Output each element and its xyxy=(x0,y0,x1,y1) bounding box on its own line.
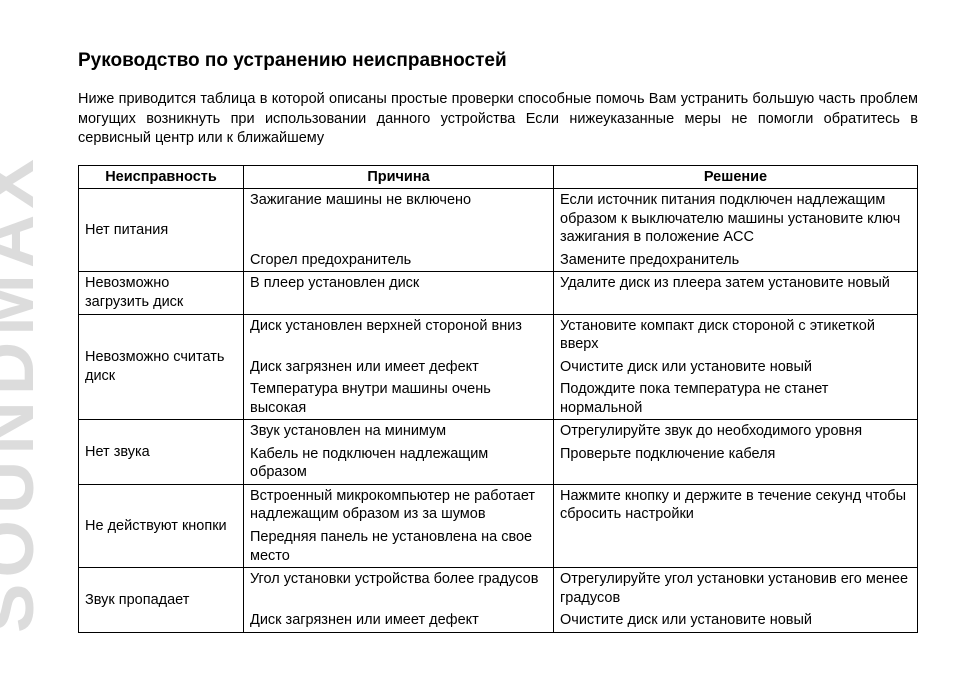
brand-watermark: SOUNDMAX xyxy=(0,0,70,673)
brand-watermark-text: SOUNDMAX xyxy=(0,153,50,633)
intro-paragraph: Ниже приводится таблица в которой описан… xyxy=(78,90,918,149)
cell-cause: Кабель не подключен надлежащим образом xyxy=(244,443,554,485)
cell-solution: Установите компакт диск стороной с этике… xyxy=(554,314,918,356)
cell-solution: Очистите диск или установите новый xyxy=(554,356,918,379)
cell-cause: Температура внутри машины очень высокая xyxy=(244,378,554,420)
cell-cause: Диск загрязнен или имеет дефект xyxy=(244,609,554,632)
table-row: Нет звукаЗвук установлен на минимумОтрег… xyxy=(79,420,918,443)
cell-solution: Нажмите кнопку и держите в течение секун… xyxy=(554,484,918,526)
cell-problem: Нет питания xyxy=(79,189,244,272)
table-row: Невозможно считать дискДиск установлен в… xyxy=(79,314,918,356)
cell-problem: Невозможно считать диск xyxy=(79,314,244,420)
table-header-row: Неисправность Причина Решение xyxy=(79,165,918,189)
cell-solution: Подождите пока температура не станет нор… xyxy=(554,378,918,420)
cell-solution: Удалите диск из плеера затем установите … xyxy=(554,272,918,314)
cell-cause: Звук установлен на минимум xyxy=(244,420,554,443)
cell-solution: Очистите диск или установите новый xyxy=(554,609,918,632)
page-content: Руководство по устранению неисправностей… xyxy=(78,50,918,633)
cell-solution: Замените предохранитель xyxy=(554,249,918,272)
cell-cause: В плеер установлен диск xyxy=(244,272,554,314)
cell-solution: Проверьте подключение кабеля xyxy=(554,443,918,485)
cell-cause: Встроенный микрокомпьютер не работает на… xyxy=(244,484,554,526)
cell-solution: Отрегулируйте угол установки установив е… xyxy=(554,568,918,610)
cell-problem: Нет звука xyxy=(79,420,244,485)
cell-cause: Диск установлен верхней стороной вниз xyxy=(244,314,554,356)
cell-cause: Передняя панель не установлена на свое м… xyxy=(244,526,554,568)
table-row: Звук пропадаетУгол установки устройства … xyxy=(79,568,918,610)
page-title: Руководство по устранению неисправностей xyxy=(78,50,918,72)
table-body: Нет питанияЗажигание машины не включеноЕ… xyxy=(79,189,918,632)
troubleshooting-table: Неисправность Причина Решение Нет питани… xyxy=(78,165,918,633)
cell-problem: Не действуют кнопки xyxy=(79,484,244,567)
cell-cause: Диск загрязнен или имеет дефект xyxy=(244,356,554,379)
header-cause: Причина xyxy=(244,165,554,189)
table-row: Нет питанияЗажигание машины не включеноЕ… xyxy=(79,189,918,249)
cell-problem: Звук пропадает xyxy=(79,568,244,633)
cell-solution xyxy=(554,526,918,568)
header-problem: Неисправность xyxy=(79,165,244,189)
table-row: Невозможно загрузить дискВ плеер установ… xyxy=(79,272,918,314)
cell-cause: Зажигание машины не включено xyxy=(244,189,554,249)
table-row: Не действуют кнопкиВстроенный микрокомпь… xyxy=(79,484,918,526)
cell-cause: Сгорел предохранитель xyxy=(244,249,554,272)
header-solution: Решение xyxy=(554,165,918,189)
cell-cause: Угол установки устройства более градусов xyxy=(244,568,554,610)
cell-problem: Невозможно загрузить диск xyxy=(79,272,244,314)
cell-solution: Если источник питания подключен надлежащ… xyxy=(554,189,918,249)
cell-solution: Отрегулируйте звук до необходимого уровн… xyxy=(554,420,918,443)
